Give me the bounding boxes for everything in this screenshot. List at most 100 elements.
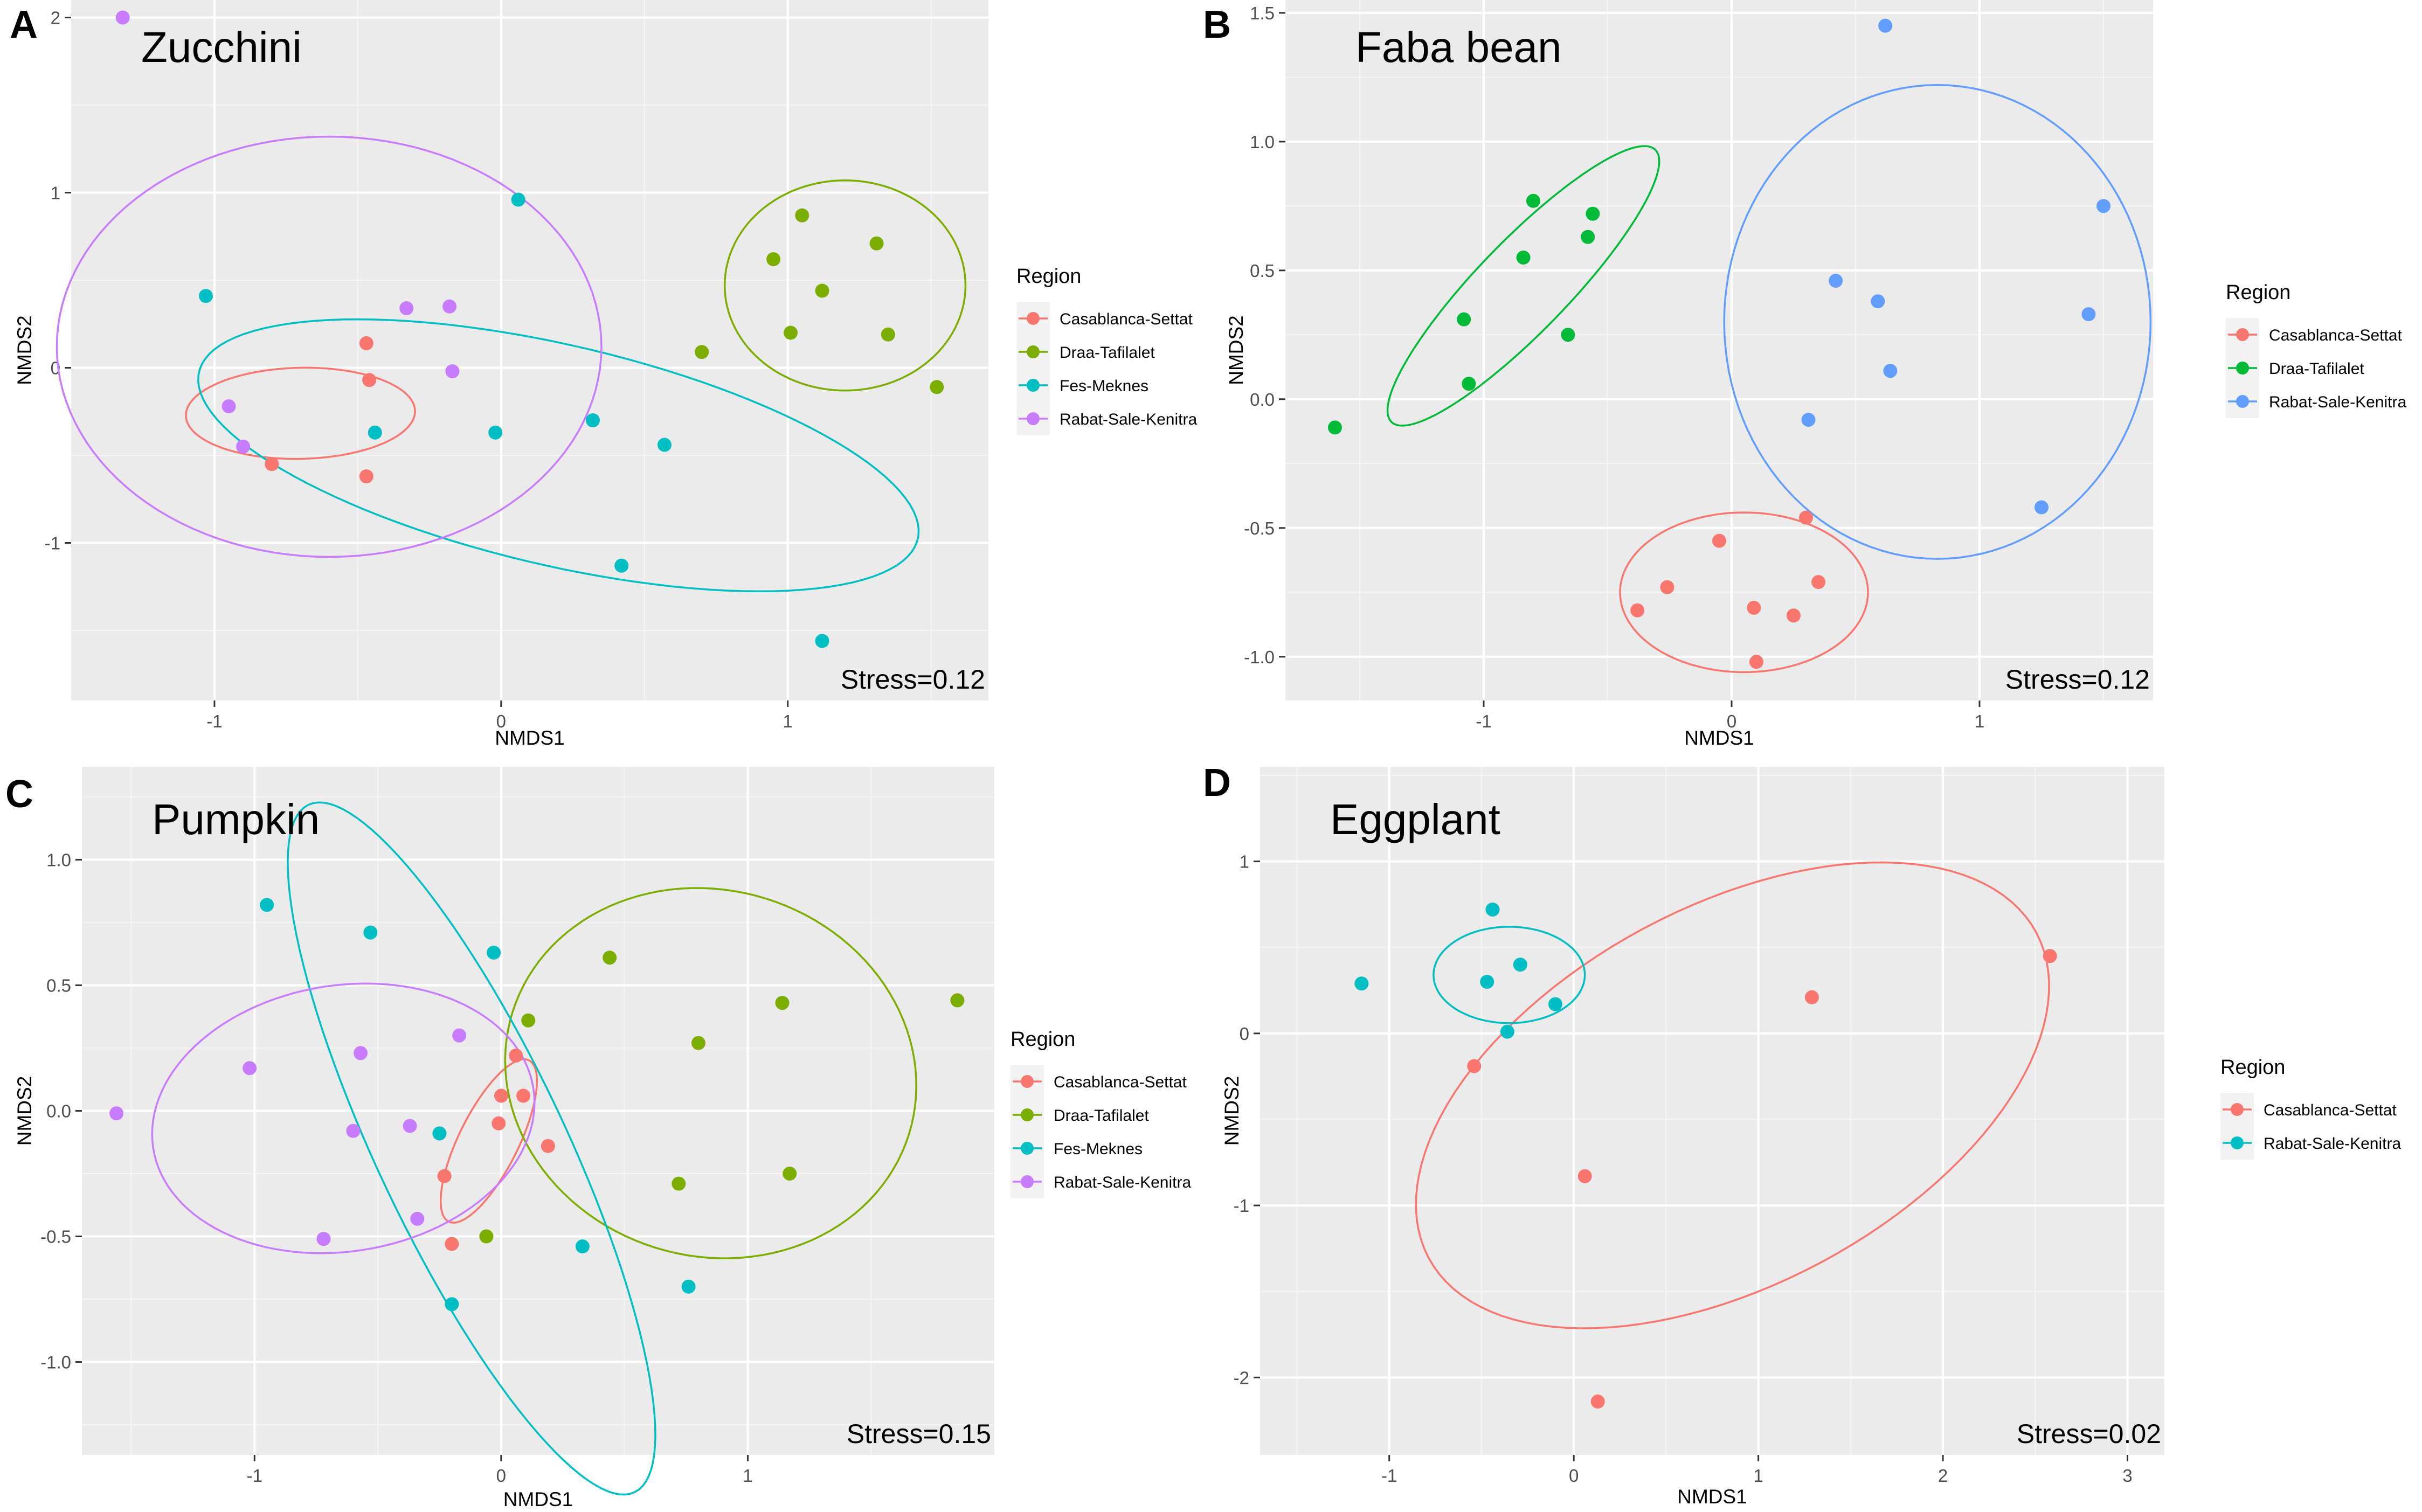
panel-b-legend-label-rabat-sale-kenitra: Rabat-Sale-Kenitra <box>2269 393 2406 411</box>
panel-a-legend-label-fes-meknes: Fes-Meknes <box>1060 377 1148 395</box>
panel-a-point-casablanca-settat <box>265 457 279 471</box>
panel-b-title: Faba bean <box>1355 23 1562 71</box>
panel-b-tick-label-y: -0.5 <box>1244 518 1275 538</box>
panel-d: -1 0 1 2 3 -2 -1 0 1 Eggplant Stress=0.02 NMDS1 NMDS… <box>1203 761 2401 1508</box>
panel-a-point-draa-tafilalet <box>930 380 944 394</box>
panel-c-legend-key-point <box>1021 1108 1034 1121</box>
panel-b-point-rabat-sale-kenitra <box>2081 307 2096 322</box>
panel-c-point-fes-meknes <box>445 1297 459 1312</box>
panel-d-ellipse-rabat-sale-kenitra <box>1433 926 1586 1024</box>
panel-c-point-casablanca-settat <box>516 1088 531 1103</box>
panel-d-tick-label-y: 0 <box>1240 1024 1249 1044</box>
panel-a-point-rabat-sale-kenitra <box>399 301 414 315</box>
panel-d-point-rabat-sale-kenitra <box>1513 958 1527 972</box>
panel-d-point-rabat-sale-kenitra <box>1485 902 1500 917</box>
panel-d-point-rabat-sale-kenitra <box>1500 1024 1514 1039</box>
panel-b-point-draa-tafilalet <box>1462 377 1476 391</box>
panel-a-title: Zucchini <box>141 23 302 71</box>
panel-a-tick-label-y: 2 <box>51 8 60 28</box>
panel-d-ylabel: NMDS2 <box>1221 1076 1243 1146</box>
panel-b-stress-label: Stress=0.12 <box>2005 664 2150 695</box>
panel-d-tick-label-x: -1 <box>1381 1466 1397 1486</box>
panel-b-point-draa-tafilalet <box>1586 206 1600 221</box>
panel-c-xlabel: NMDS1 <box>503 1488 573 1510</box>
panel-d-tick-label-x: 0 <box>1569 1466 1579 1486</box>
panel-c-point-fes-meknes <box>681 1279 696 1294</box>
panel-c-ellipse-fes-meknes <box>287 801 656 1496</box>
panel-b-ellipse-rabat-sale-kenitra <box>1723 84 2152 560</box>
panel-b-point-casablanca-settat <box>1811 575 1825 589</box>
panel-b: -1 0 1 -1.0 -0.5 0.0 0.5 1.0 1.5 Faba bean Stress=… <box>1203 0 2406 749</box>
panel-d-tick-label-x: 1 <box>1753 1466 1763 1486</box>
panel-a-point-rabat-sale-kenitra <box>115 10 130 25</box>
panel-a-ellipse-fes-meknes <box>197 318 920 593</box>
panel-c-letter: C <box>5 773 33 816</box>
panel-a-point-fes-meknes <box>511 192 525 207</box>
panel-a-tick-label-x: 1 <box>783 711 793 731</box>
panel-b-tick-label-y: -1.0 <box>1244 647 1275 667</box>
panel-a-point-casablanca-settat <box>359 336 373 350</box>
panel-d-title: Eggplant <box>1330 795 1500 843</box>
panel-a-letter: A <box>10 3 38 46</box>
panel-a-point-draa-tafilalet <box>869 236 884 251</box>
panel-a: -1 0 1-1012ZucchiniStress=0.12NMDS1NMDS2AR… <box>10 0 1197 749</box>
panel-c-point-casablanca-settat <box>445 1237 459 1251</box>
panel-c-stress-label: Stress=0.15 <box>847 1419 991 1449</box>
panel-b-point-draa-tafilalet <box>1457 312 1471 327</box>
panel-a-tick-label-y: 1 <box>51 183 60 203</box>
panel-c-point-draa-tafilalet <box>775 996 790 1010</box>
panel-c-ellipse-draa-tafilalet <box>504 887 917 1259</box>
panel-a-ellipse-rabat-sale-kenitra <box>56 135 603 558</box>
panel-a-point-draa-tafilalet <box>881 327 895 342</box>
panel-a-tick-label-y: -1 <box>45 533 60 553</box>
panel-d-point-rabat-sale-kenitra <box>1354 976 1369 991</box>
panel-a-legend-key-point <box>1027 379 1040 392</box>
panel-d-tick-label-y: -1 <box>1234 1196 1249 1216</box>
panel-c-point-draa-tafilalet <box>950 993 965 1008</box>
panel-b-tick-label-y: 1.5 <box>1250 3 1275 23</box>
panel-c-legend-key-point <box>1021 1142 1034 1155</box>
panel-d-point-casablanca-settat <box>1467 1059 1482 1073</box>
panel-c-point-rabat-sale-kenitra <box>243 1061 257 1076</box>
panel-c-legend-title: Region <box>1011 1028 1075 1051</box>
panel-a-point-fes-meknes <box>815 634 829 648</box>
panel-a-point-fes-meknes <box>657 438 672 452</box>
panel-c-legend: Region Casablanca-Settat Draa-Tafilalet Fes… <box>1011 1028 1191 1198</box>
panel-c-tick-label-x: -1 <box>247 1466 262 1486</box>
panel-c-point-fes-meknes <box>575 1239 590 1254</box>
panel-b-tick-label-x: 1 <box>1975 711 1984 731</box>
panel-a-point-draa-tafilalet <box>795 208 809 223</box>
panel-b-point-rabat-sale-kenitra <box>2035 500 2049 515</box>
panel-b-point-rabat-sale-kenitra <box>2096 199 2110 213</box>
panel-b-point-casablanca-settat <box>1660 580 1674 594</box>
panel-a-stress-label: Stress=0.12 <box>841 664 985 695</box>
panel-a-legend-label-rabat-sale-kenitra: Rabat-Sale-Kenitra <box>1060 411 1197 428</box>
panel-c-tick-label-y: 0.5 <box>46 975 71 995</box>
panel-a-ylabel: NMDS2 <box>13 315 36 385</box>
panel-c-legend-label-fes-meknes: Fes-Meknes <box>1054 1140 1143 1158</box>
panel-a-plot-background <box>71 0 988 700</box>
panel-c-point-fes-meknes <box>487 945 501 960</box>
panel-c-tick-label-y: -1.0 <box>40 1353 71 1372</box>
panel-a-point-draa-tafilalet <box>695 345 709 359</box>
panel-c-tick-label-x: 1 <box>743 1466 752 1486</box>
panel-c-point-draa-tafilalet <box>479 1229 494 1244</box>
panel-c-point-draa-tafilalet <box>603 951 617 965</box>
panel-d-point-casablanca-settat <box>1577 1169 1592 1183</box>
panel-b-point-casablanca-settat <box>1747 600 1761 615</box>
panel-c: -1 0 1 -1.0 -0.5 0.0 0.5 1.0 Pumpkin Stress=0.15 N… <box>5 767 1191 1510</box>
panel-b-point-draa-tafilalet <box>1328 420 1342 435</box>
panel-b-point-rabat-sale-kenitra <box>1829 273 1843 288</box>
panel-a-point-fes-meknes <box>488 425 503 440</box>
panel-a-legend-key-point <box>1027 312 1040 325</box>
panel-d-point-rabat-sale-kenitra <box>1480 975 1494 989</box>
panel-b-point-rabat-sale-kenitra <box>1801 413 1816 427</box>
panel-b-point-draa-tafilalet <box>1581 230 1595 244</box>
panel-c-point-draa-tafilalet <box>783 1167 797 1181</box>
panel-c-point-casablanca-settat <box>492 1116 506 1130</box>
panel-c-legend-label-rabat-sale-kenitra: Rabat-Sale-Kenitra <box>1054 1174 1191 1191</box>
panel-c-legend-key-point <box>1021 1075 1034 1088</box>
panel-b-letter: B <box>1203 3 1231 46</box>
panel-c-ylabel: NMDS2 <box>13 1076 36 1146</box>
